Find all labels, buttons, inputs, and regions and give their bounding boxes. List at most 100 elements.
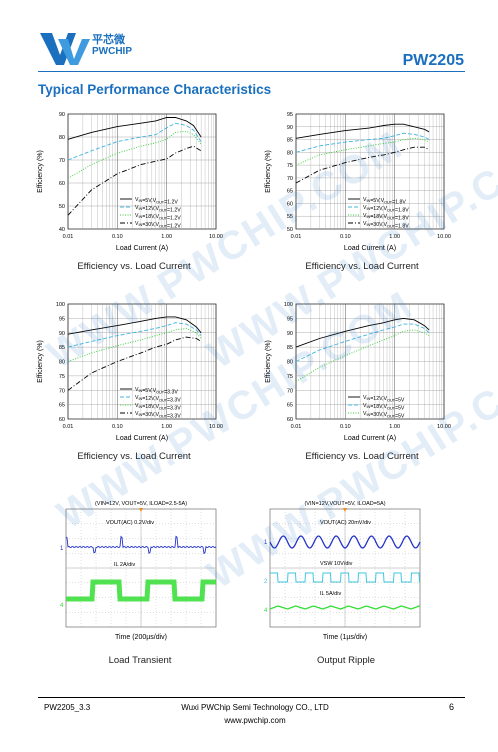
part-number: PW2205 bbox=[402, 52, 464, 69]
channel-marker: 1 bbox=[264, 540, 268, 546]
scope-label: VOUT(AC) 0.2V/div bbox=[106, 520, 154, 526]
plot-area bbox=[295, 113, 445, 230]
series-line-4 bbox=[295, 146, 430, 184]
y-tick-label: 75 bbox=[59, 374, 65, 380]
y-tick-label: 70 bbox=[59, 388, 65, 394]
y-tick-label: 65 bbox=[287, 403, 293, 409]
y-tick-label: 85 bbox=[287, 138, 293, 144]
footer-rule bbox=[38, 697, 465, 698]
legend-entry: VIN=12V,VOUT=5V bbox=[363, 395, 405, 403]
series-line-2 bbox=[67, 322, 202, 348]
channel-marker: 1 bbox=[60, 546, 64, 552]
y-tick-label: 50 bbox=[287, 227, 293, 233]
scope-caption-2: Output Ripple bbox=[316, 655, 376, 666]
y-tick-label: 75 bbox=[287, 374, 293, 380]
section-title: Typical Performance Characteristics bbox=[38, 82, 272, 97]
il-trace bbox=[269, 605, 421, 610]
channel-marker: 4 bbox=[264, 608, 268, 614]
y-tick-label: 90 bbox=[287, 125, 293, 131]
x-tick-label: 0.10 bbox=[340, 424, 351, 430]
scope-condition: (VIN=12V, VOUT=5V, ILOAD=2.5-5A) bbox=[95, 501, 187, 507]
legend-entry: VIN=18V,VOUT=1.8V bbox=[363, 213, 409, 221]
y-tick-label: 50 bbox=[59, 204, 65, 210]
header-rule bbox=[38, 71, 465, 72]
series-line-3 bbox=[67, 327, 202, 362]
y-axis-label: Efficiency (%) bbox=[265, 340, 272, 383]
scope-label: IL 2A/div bbox=[114, 562, 135, 568]
legend-entry: VIN=5V,VOUT=3.3V bbox=[135, 387, 178, 395]
y-tick-label: 60 bbox=[287, 201, 293, 207]
scope-label: VSW 10V/div bbox=[320, 561, 353, 567]
footer-doc-id: PW2205_3.3 bbox=[44, 703, 91, 712]
vout-trace bbox=[65, 535, 217, 555]
x-tick-label: 0.01 bbox=[63, 234, 74, 240]
x-tick-label: 0.10 bbox=[112, 424, 123, 430]
x-tick-label: 10.00 bbox=[209, 234, 223, 240]
efficiency-chart-1: 40 50 60 70 80 90 0.01 0.10 1.00 10.00 Load Curren… bbox=[37, 112, 223, 252]
x-tick-label: 0.01 bbox=[63, 424, 74, 430]
y-tick-label: 100 bbox=[56, 302, 65, 308]
y-tick-label: 65 bbox=[59, 403, 65, 409]
y-tick-label: 95 bbox=[287, 316, 293, 322]
scope-caption-1: Load Transient bbox=[108, 655, 172, 666]
legend-entry: VIN=12V,VOUT=3.3V bbox=[135, 395, 181, 403]
x-axis-label: Load Current (A) bbox=[116, 435, 168, 442]
y-axis-label: Efficiency (%) bbox=[265, 150, 272, 193]
x-tick-label: 1.00 bbox=[389, 424, 400, 430]
chart-caption-3: Efficiency vs. Load Current bbox=[77, 451, 191, 462]
legend-entry: VIN=18V,VOUT=1.2V bbox=[135, 213, 181, 221]
scope-label: IL 5A/div bbox=[320, 591, 341, 597]
load-transient-scope: (VIN=12V, VOUT=5V, ILOAD=2.5-5A) Time (20… bbox=[60, 501, 217, 641]
chart-caption-2: Efficiency vs. Load Current bbox=[305, 261, 419, 272]
legend-entry: VIN=5V,VOUT=1.2V bbox=[135, 197, 178, 205]
y-tick-label: 90 bbox=[59, 331, 65, 337]
x-axis-label: Load Current (A) bbox=[344, 245, 396, 252]
y-tick-label: 60 bbox=[59, 417, 65, 423]
logo: 平芯微 PWCHIP bbox=[38, 29, 138, 67]
series-line-4 bbox=[67, 336, 202, 391]
y-tick-label: 75 bbox=[287, 163, 293, 169]
legend-entry: VIN=18V,VOUT=5V bbox=[363, 403, 405, 411]
y-tick-label: 70 bbox=[59, 158, 65, 164]
footer-company: Wuxi PWChip Semi Technology CO., LTD bbox=[181, 703, 329, 712]
y-tick-label: 60 bbox=[287, 417, 293, 423]
channel-marker: 2 bbox=[264, 579, 268, 585]
y-tick-label: 100 bbox=[284, 302, 293, 308]
x-tick-label: 0.01 bbox=[291, 234, 302, 240]
legend-entry: VIN=12V,VOUT=1.2V bbox=[135, 205, 181, 213]
series-line-1 bbox=[295, 123, 430, 139]
trigger-marker bbox=[343, 508, 347, 512]
y-tick-label: 85 bbox=[59, 345, 65, 351]
vsw-trace bbox=[270, 572, 420, 583]
y-tick-label: 60 bbox=[59, 181, 65, 187]
x-tick-label: 0.10 bbox=[340, 234, 351, 240]
x-tick-label: 10.00 bbox=[437, 424, 451, 430]
y-tick-label: 95 bbox=[59, 316, 65, 322]
logo-cn: 平芯微 bbox=[92, 34, 125, 46]
legend-entry: VIN=12V,VOUT=1.8V bbox=[363, 205, 409, 213]
efficiency-chart-3: 60 65 70 75 80 85 90 95 100 0.01 0.10 1.00 10.00 Load… bbox=[37, 302, 223, 442]
series-line-3 bbox=[295, 329, 430, 382]
legend-entry: VIN=18V,VOUT=3.3V bbox=[135, 403, 181, 411]
legend-entry: VIN=30V,VOUT=3.3V bbox=[135, 411, 181, 419]
x-tick-label: 10.00 bbox=[209, 424, 223, 430]
efficiency-chart-4: 60 65 70 75 80 85 90 95 100 0.01 0.10 1.00 10.00 Load… bbox=[265, 302, 451, 442]
chart-caption-1: Efficiency vs. Load Current bbox=[77, 261, 191, 272]
y-tick-label: 70 bbox=[287, 176, 293, 182]
scope-time-label: Time (200µs/div) bbox=[115, 634, 167, 641]
vout-trace bbox=[269, 535, 421, 549]
x-tick-label: 0.10 bbox=[112, 234, 123, 240]
series-line-2 bbox=[295, 323, 430, 362]
series-line-2 bbox=[67, 122, 202, 161]
channel-marker: 4 bbox=[60, 603, 64, 609]
series-line-4 bbox=[67, 145, 202, 216]
x-tick-label: 1.00 bbox=[389, 234, 400, 240]
y-tick-label: 80 bbox=[287, 360, 293, 366]
legend-entry: VIN=30V,VOUT=5V bbox=[363, 411, 405, 419]
y-tick-label: 65 bbox=[287, 189, 293, 195]
output-ripple-scope: (VIN=12V,VOUT=5V, ILOAD=5A) Time (1µs/div… bbox=[264, 501, 421, 641]
series-line-2 bbox=[295, 132, 430, 153]
series-line-3 bbox=[67, 130, 202, 179]
footer-website: www.pwchip.com bbox=[224, 716, 286, 725]
y-tick-label: 95 bbox=[287, 112, 293, 118]
